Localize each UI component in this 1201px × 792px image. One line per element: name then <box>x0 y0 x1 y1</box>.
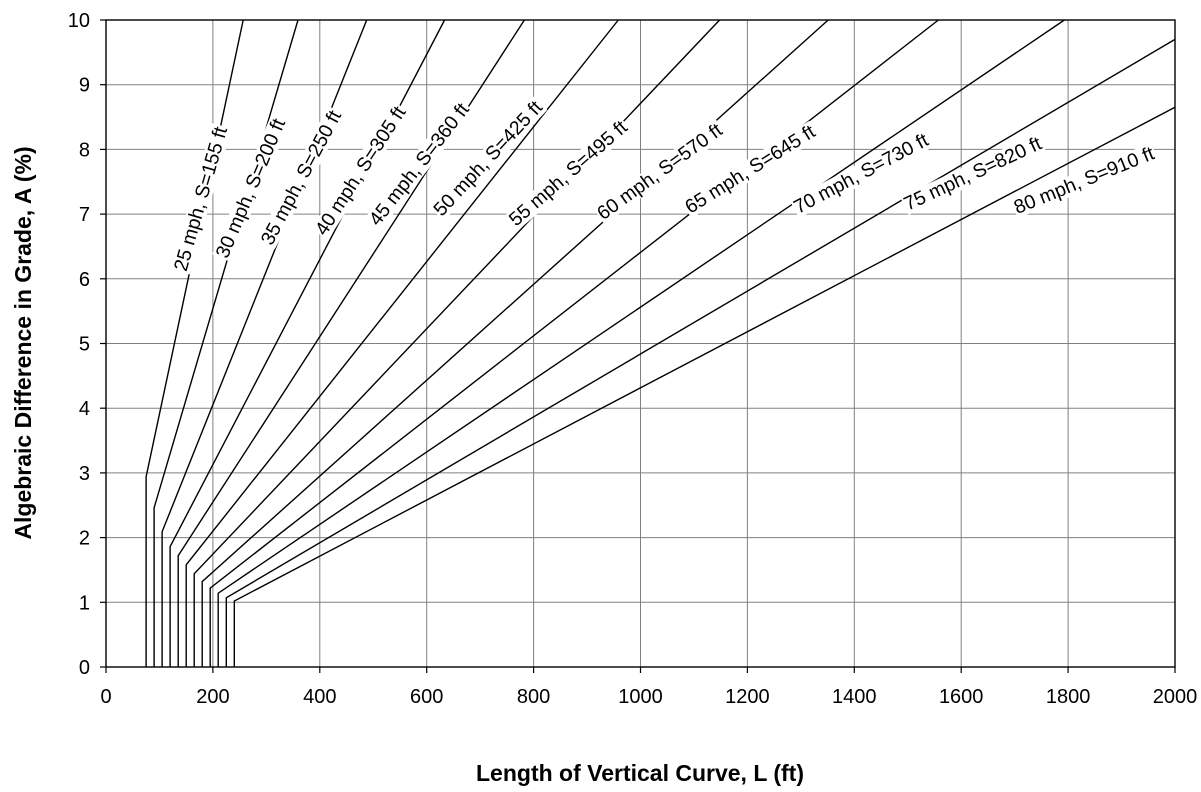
y-tick-label: 9 <box>79 75 90 97</box>
x-tick-label: 1400 <box>832 686 877 708</box>
x-tick-label: 1000 <box>618 686 663 708</box>
curve-label-backing <box>257 105 346 250</box>
curve-label-backing <box>364 98 474 231</box>
y-tick-label: 5 <box>79 334 90 356</box>
y-tick-label: 3 <box>79 463 90 485</box>
curve-label-backing <box>592 119 728 225</box>
y-axis-ticks: 0 1 2 3 4 5 6 7 8 9 10 <box>68 10 106 679</box>
x-tick-label: 600 <box>410 686 443 708</box>
curve-label-backing <box>311 101 411 240</box>
curve-label-backing <box>212 114 290 262</box>
curve-label-backing <box>900 132 1047 215</box>
series-line <box>225 38 1176 667</box>
curve-label-backing <box>680 120 821 219</box>
series-line <box>177 19 525 667</box>
series-line <box>217 19 1065 667</box>
y-tick-label: 2 <box>79 528 90 550</box>
x-tick-label: 1800 <box>1046 686 1091 708</box>
y-tick-label: 6 <box>79 269 90 291</box>
gridlines <box>106 20 1175 667</box>
y-tick-label: 0 <box>79 657 90 679</box>
series-line <box>233 106 1176 667</box>
curve-label-backing <box>1010 142 1159 219</box>
x-tick-label: 1200 <box>725 686 770 708</box>
y-tick-label: 7 <box>79 204 90 226</box>
x-axis-title: Length of Vertical Curve, L (ft) <box>476 760 804 786</box>
x-tick-label: 2000 <box>1153 686 1198 708</box>
x-axis-ticks: 0 200 400 600 800 1000 1200 1400 1600 1800 2000 <box>100 667 1197 708</box>
y-tick-label: 10 <box>68 10 90 32</box>
y-tick-label: 4 <box>79 398 90 420</box>
series-line <box>185 19 619 667</box>
curve-label-backing <box>429 96 548 221</box>
x-tick-label: 800 <box>517 686 550 708</box>
x-tick-label: 1600 <box>939 686 984 708</box>
x-tick-label: 200 <box>196 686 229 708</box>
y-tick-label: 1 <box>79 592 90 614</box>
curve-label-backing <box>789 129 934 219</box>
y-axis-title: Algebraic Difference in Grade, A (%) <box>10 146 36 539</box>
x-tick-label: 400 <box>303 686 336 708</box>
curve-label-backing <box>170 123 232 275</box>
x-tick-label: 0 <box>100 686 111 708</box>
curve-label-backing <box>504 116 633 231</box>
curve-label-group: 45 mph, S=360 ft <box>364 98 474 231</box>
y-tick-label: 8 <box>79 139 90 161</box>
